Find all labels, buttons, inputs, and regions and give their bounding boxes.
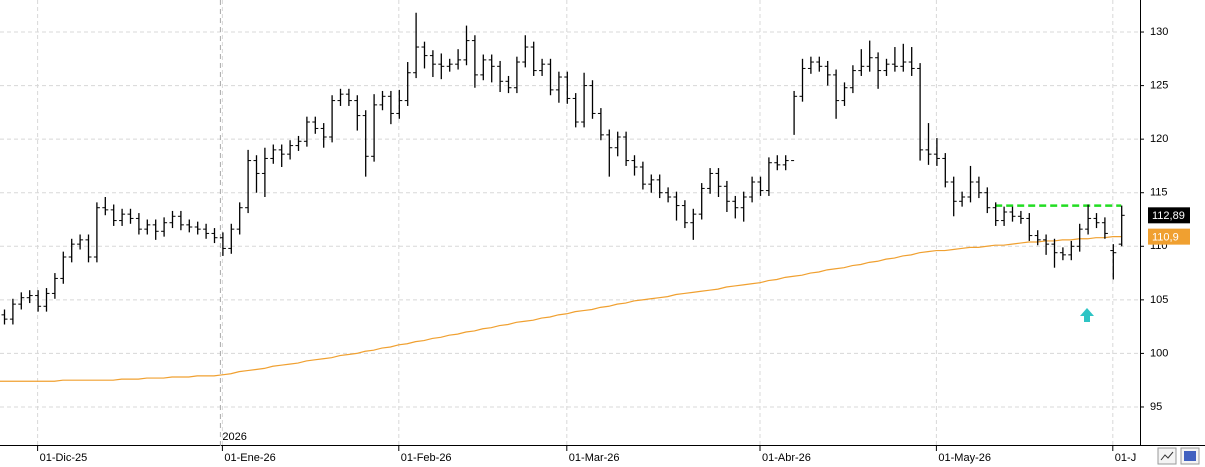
x-tick-label: 01-Mar-26 [569, 452, 620, 464]
zoom-button[interactable] [1157, 447, 1177, 465]
y-tick-label: 130 [1150, 26, 1168, 38]
signal-arrow [1080, 308, 1094, 322]
x-tick-label: 01-May-26 [938, 452, 991, 464]
indicator-value-box [1148, 228, 1190, 245]
indicator-value-label: 110,9 [1152, 232, 1179, 244]
x-tick-label: 01-J [1115, 452, 1136, 464]
zoom-icon [1160, 451, 1174, 461]
year-label: 2026 [222, 431, 246, 443]
moving-average [0, 236, 1122, 382]
save-icon [1184, 451, 1196, 461]
x-tick-label: 01-Dic-25 [40, 452, 88, 464]
x-tick-label: 01-Feb-26 [401, 452, 452, 464]
last-price-box [1148, 207, 1190, 224]
price-bars [1, 12, 1125, 325]
y-tick-label: 125 [1150, 79, 1168, 91]
y-tick-label: 120 [1150, 133, 1168, 145]
x-tick-label: 01-Ene-26 [224, 452, 275, 464]
last-price-label: 112,89 [1152, 210, 1185, 222]
x-tick-label: 01-Abr-26 [762, 452, 811, 464]
y-tick-label: 95 [1150, 401, 1162, 413]
y-tick-label: 105 [1150, 294, 1168, 306]
y-tick-label: 100 [1150, 347, 1168, 359]
scale-buttons[interactable] [1157, 447, 1200, 465]
y-tick-label: 115 [1150, 187, 1168, 199]
indicator-lines [0, 236, 1122, 382]
